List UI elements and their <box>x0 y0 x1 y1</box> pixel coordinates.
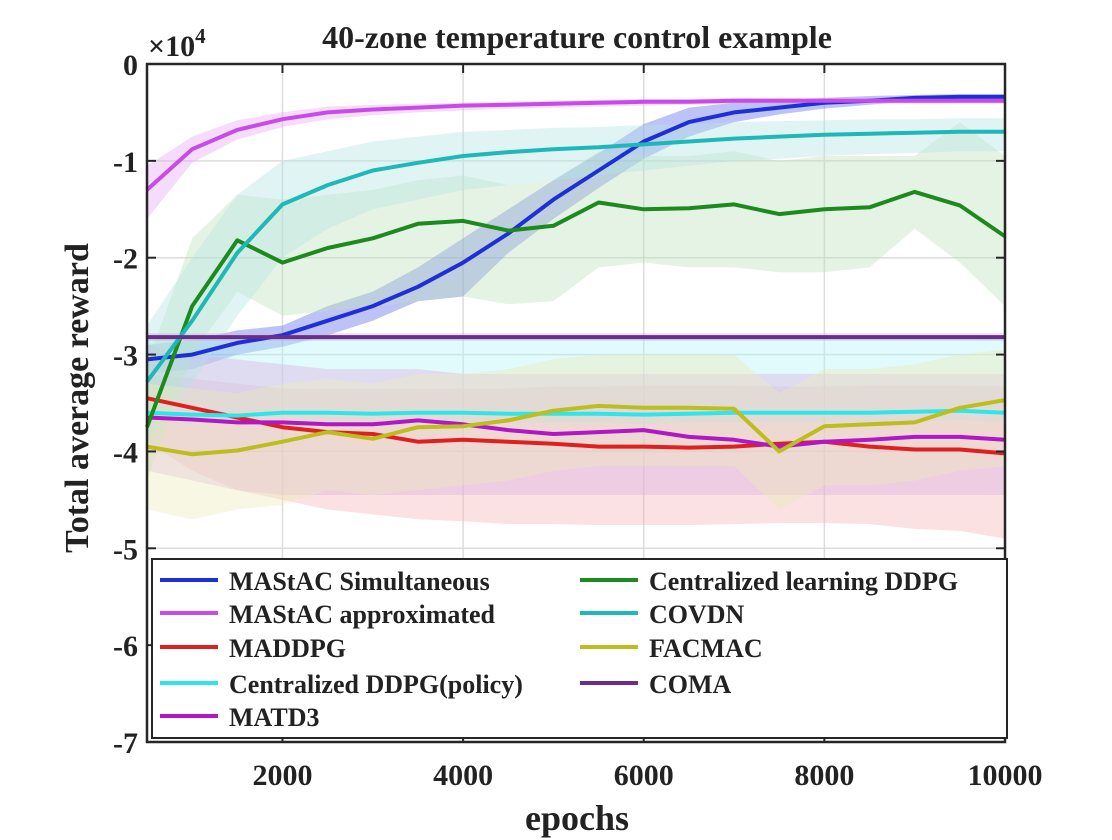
legend-label-3: Centralized DDPG(policy) <box>229 670 523 699</box>
x-tick-label: 6000 <box>614 759 674 792</box>
x-tick-label: 8000 <box>794 759 854 792</box>
x-tick-label: 2000 <box>252 759 312 792</box>
series-band-4 <box>147 344 1005 495</box>
series-line-4 <box>146 415 1006 449</box>
y-multiplier-base: ×10 <box>148 30 195 63</box>
series-line-1 <box>145 98 1005 192</box>
grid <box>147 63 1006 743</box>
y-tick-label: -4 <box>113 436 138 469</box>
series-band-6 <box>147 118 1005 442</box>
series-line-2 <box>146 396 1006 456</box>
legend-label-5: Centralized learning DDPG <box>649 567 958 596</box>
legend-label-2: MADDPG <box>229 634 346 663</box>
legend-label-8: COMA <box>649 670 732 699</box>
series-band-0 <box>147 94 1005 374</box>
x-tick-label: 10000 <box>968 759 1043 792</box>
y-tick-label: -1 <box>113 146 138 179</box>
series-line-3 <box>146 408 1006 418</box>
x-tick-label: 4000 <box>433 759 493 792</box>
legend: MAStAC Simultaneous MAStAC approximated MA… <box>151 558 1008 739</box>
y-tick-label: -2 <box>113 243 138 276</box>
series-band-3 <box>147 333 1005 426</box>
series-lines <box>145 94 1007 457</box>
series-line-5 <box>145 189 1007 428</box>
legend-label-6: COVDN <box>649 600 745 629</box>
y-axis-label: Total average reward <box>59 243 96 553</box>
y-tick-label: -5 <box>113 533 138 566</box>
legend-label-0: MAStAC Simultaneous <box>229 567 490 596</box>
tick-labels: 2000 4000 6000 8000 10000 0 -1 -2 -3 -4 -5 -6 -7 <box>113 49 1043 792</box>
y-tick-label: -7 <box>113 727 138 760</box>
axes-box <box>145 62 1007 744</box>
legend-label-4: MATD3 <box>229 703 320 732</box>
y-multiplier-exponent: 4 <box>195 24 206 48</box>
y-tick-label: -3 <box>113 340 138 373</box>
chart-title: 40-zone temperature control example <box>322 19 832 55</box>
series-line-7 <box>146 398 1006 457</box>
y-tick-label: -6 <box>113 630 138 663</box>
legend-label-7: FACMAC <box>649 634 763 663</box>
legend-label-1: MAStAC approximated <box>229 600 496 629</box>
legend-box <box>151 558 1008 739</box>
y-multiplier: ×104 <box>148 24 206 63</box>
x-axis-label: epochs <box>525 798 629 838</box>
y-tick-label: 0 <box>123 49 138 82</box>
series-line-6 <box>145 129 1005 383</box>
